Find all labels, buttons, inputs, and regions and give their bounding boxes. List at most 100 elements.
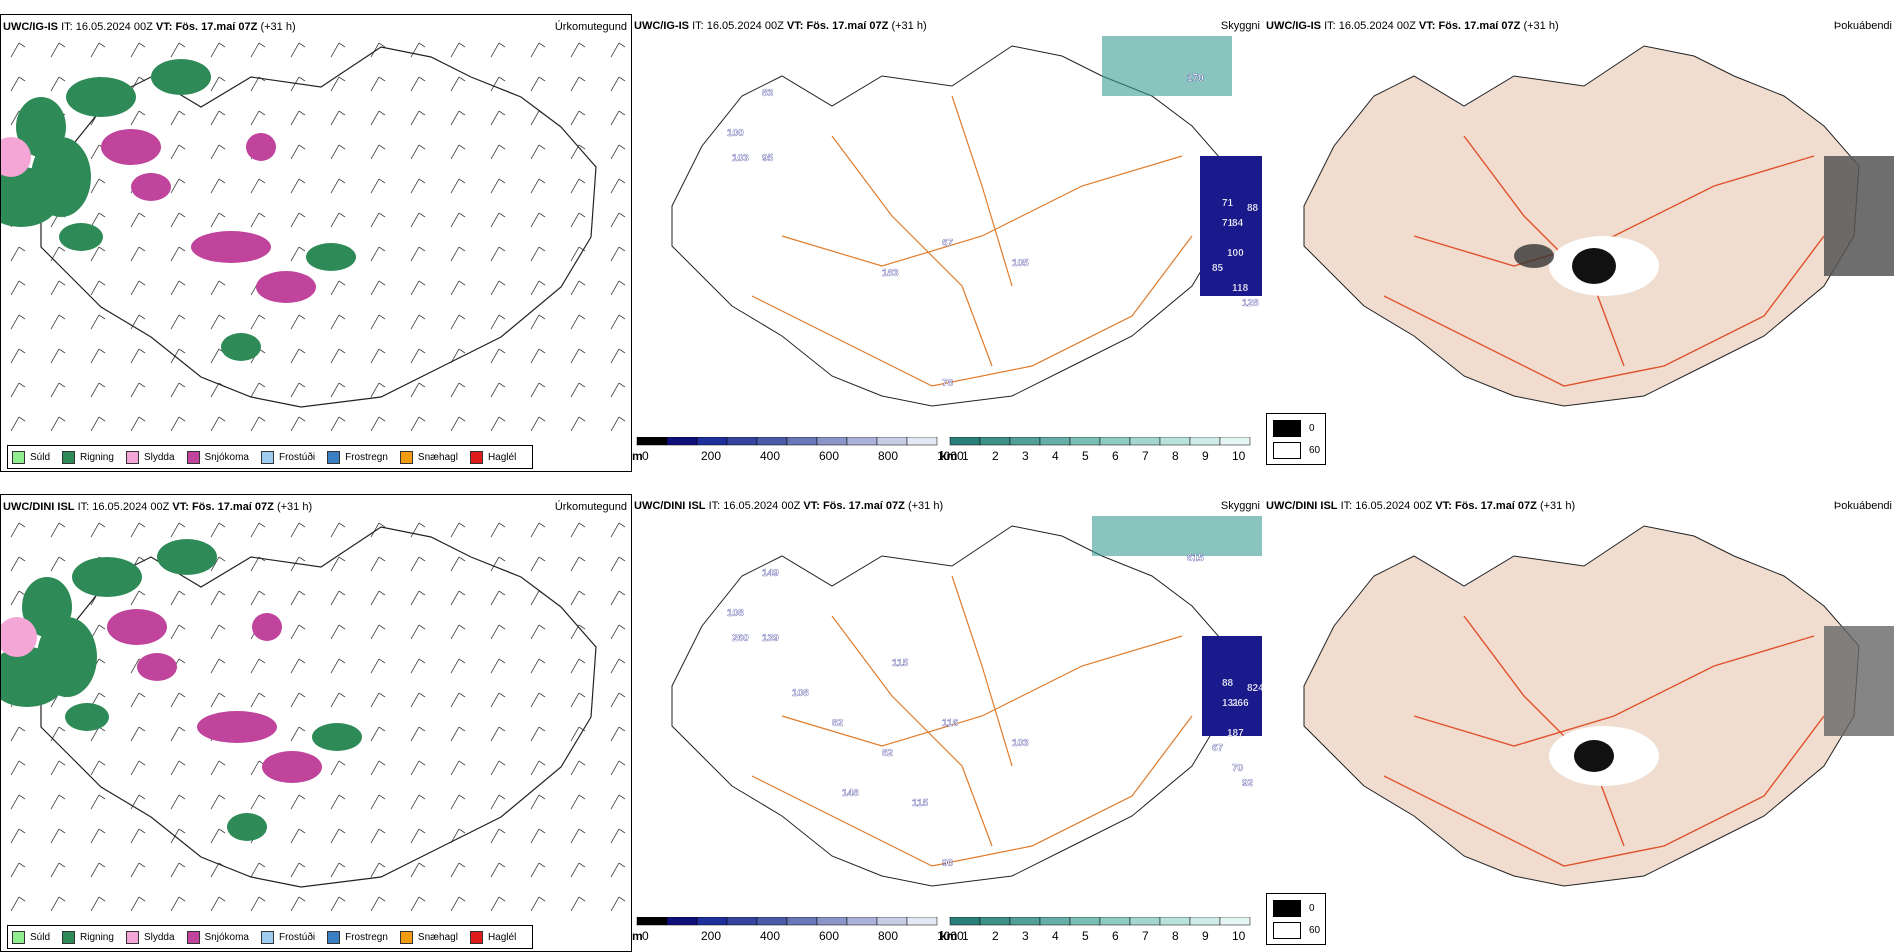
visibility-label: 83 — [762, 88, 774, 99]
wind-barbs — [10, 522, 626, 912]
precip-blobs — [1, 539, 362, 841]
scale-swatch — [1099, 437, 1131, 446]
scale-tick: 3 — [1022, 929, 1029, 943]
scale-swatch — [979, 917, 1011, 926]
visibility-label: 118 — [1232, 283, 1249, 294]
visibility-label: 67 — [1212, 743, 1224, 754]
legend-label: Frostregn — [345, 451, 388, 463]
scale-swatch — [816, 917, 848, 926]
precip-blobs — [1, 59, 356, 361]
visibility-label: 90 — [942, 858, 954, 869]
legend-item: Súld — [12, 450, 50, 464]
visibility-label: 71 — [1222, 218, 1234, 229]
panel-title: Þokuábendi — [1833, 20, 1892, 32]
precip-area — [151, 59, 211, 95]
scale-swatch — [756, 917, 788, 926]
visibility-label: 71 — [1222, 198, 1234, 209]
scale-swatch — [1039, 437, 1071, 446]
fog-panel-top: UWC/IG-IS IT: 16.05.2024 00Z VT: Fös. 17… — [1264, 14, 1896, 472]
precip-panel-bottom: UWC/DINI ISL IT: 16.05.2024 00Z VT: Fös.… — [0, 494, 632, 952]
precip-area — [37, 617, 97, 697]
visibility-label: 260 — [732, 633, 749, 644]
legend-label: Frostúði — [278, 931, 316, 943]
scale-swatch — [696, 917, 728, 926]
scale-swatch — [949, 437, 981, 446]
scale-tick: 2 — [992, 449, 999, 463]
visibility-label: 67 — [942, 238, 954, 249]
scale-km: km 1 2 3 4 5 6 7 8 9 10 — [940, 437, 1251, 463]
legend-label: Haglél — [487, 451, 517, 463]
precip-map — [1, 522, 626, 912]
legend-swatch — [327, 930, 341, 944]
scale-swatch — [696, 437, 728, 446]
scale-tick: 0 — [642, 929, 649, 943]
scale-tick: 600 — [819, 929, 839, 943]
scale-unit: km — [940, 929, 957, 943]
scale-swatch — [876, 917, 908, 926]
scale-km: km 1 2 3 4 5 6 7 8 9 10 — [940, 917, 1251, 943]
scale-swatch — [906, 917, 938, 926]
precip-area — [221, 333, 261, 361]
visibility-label: 131 — [1222, 698, 1239, 709]
visibility-label: 82 — [832, 718, 844, 729]
visibility-label: 100 — [1227, 248, 1244, 259]
visibility-label: 105 — [1012, 258, 1029, 269]
scale-swatch — [1069, 437, 1101, 446]
scale-swatch — [816, 437, 848, 446]
visibility-label: 103 — [1012, 738, 1029, 749]
fog-legend-bottom: 0 60 — [1266, 893, 1326, 945]
precip-area — [22, 577, 72, 637]
scale-swatch — [726, 437, 758, 446]
scale-tick: 7 — [1142, 449, 1149, 463]
scale-unit: km — [940, 449, 957, 463]
visibility-label: 78 — [942, 378, 954, 389]
legend-item: Rigning — [62, 450, 114, 464]
visibility-label: 115 — [892, 658, 909, 669]
visibility-label: 170 — [1187, 73, 1204, 84]
scale-swatch — [1159, 437, 1191, 446]
visibility-label: 266 — [1232, 698, 1249, 709]
legend-item: Snjókoma — [186, 450, 249, 464]
scale-swatch — [1219, 437, 1251, 446]
legend-item: Snjókoma — [186, 930, 249, 944]
legend-swatch — [125, 450, 139, 464]
legend-swatch — [186, 930, 200, 944]
scale-tick: 800 — [878, 449, 898, 463]
legend-label: Snæhagl — [417, 451, 458, 463]
panel-header: UWC/IG-IS IT: 16.05.2024 00Z VT: Fös. 17… — [3, 21, 296, 33]
scale-tick: 4 — [1052, 449, 1059, 463]
precip-area — [157, 539, 217, 575]
legend-swatch — [327, 450, 341, 464]
precip-area — [191, 231, 271, 263]
legend-item: Snæhagl — [399, 930, 458, 944]
visibility-label: 139 — [762, 633, 779, 644]
legend-swatch — [399, 930, 413, 944]
visibility-label: 108 — [792, 688, 809, 699]
precip-legend: Súld Rigning Slydda Snjókoma Frostúði Frostre… — [7, 925, 534, 949]
fog-east — [1200, 156, 1262, 296]
precip-area — [31, 137, 91, 217]
panel-title: Úrkomutegund — [554, 21, 627, 33]
visibility-label: 95 — [762, 153, 774, 164]
scale-tick: 1000 — [937, 449, 964, 463]
precip-area — [16, 97, 66, 157]
panel-title: Skyggni — [1220, 500, 1260, 512]
legend-label: Rigning — [80, 451, 114, 463]
scale-swatch — [1159, 917, 1191, 926]
scale-tick: 9 — [1202, 929, 1209, 943]
precip-area — [262, 751, 322, 783]
scale-tick: 10 — [1232, 449, 1246, 463]
precip-panel-top: UWC/IG-IS IT: 16.05.2024 00Z VT: Fös. 17… — [0, 14, 632, 472]
legend-label: Frostúði — [278, 451, 316, 463]
precip-area — [256, 271, 316, 303]
visibility-label: 148 — [842, 788, 859, 799]
visibility-label: 115 — [912, 798, 929, 809]
iceland-outline — [40, 46, 597, 408]
precip-area — [65, 703, 109, 731]
scale-swatch — [846, 437, 878, 446]
precip-area — [137, 653, 177, 681]
panel-header: UWC/DINI ISL IT: 16.05.2024 00Z VT: Fös.… — [1266, 500, 1576, 512]
scale-tick: 5 — [1082, 449, 1089, 463]
scale-unit: m — [632, 449, 643, 463]
